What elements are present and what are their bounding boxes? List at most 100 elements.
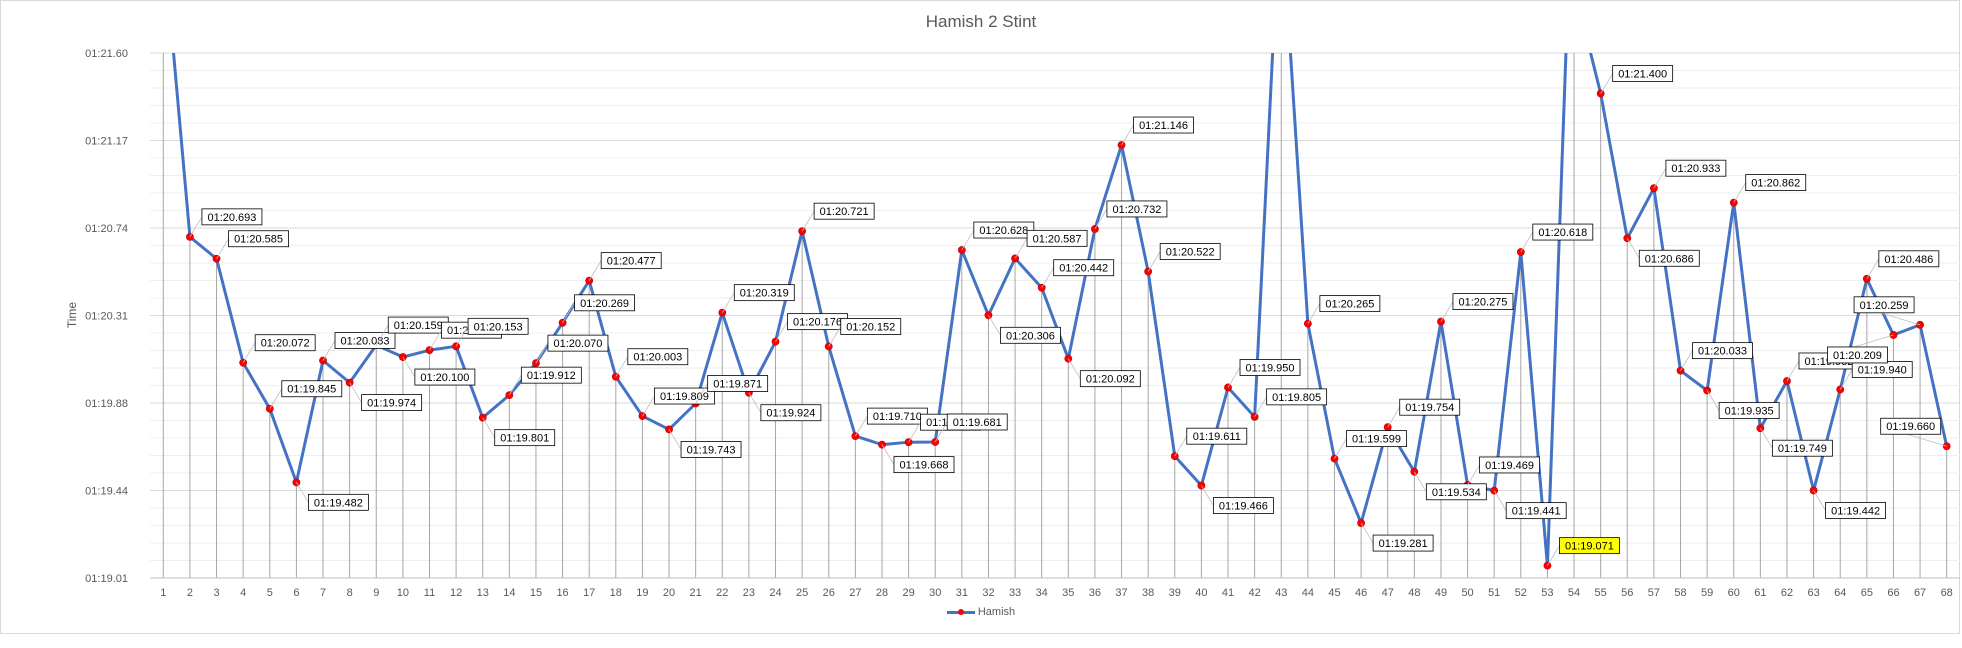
data-label: 01:20.072	[261, 338, 310, 350]
data-label-leader	[322, 340, 336, 361]
x-tick-label: 58	[1674, 587, 1686, 599]
y-tick-label: 01:20.31	[85, 311, 128, 323]
data-label-leader	[1360, 522, 1374, 544]
data-label-box	[760, 404, 822, 422]
data-label-leader	[1227, 367, 1241, 388]
data-label: 01:19.469	[1485, 460, 1534, 472]
x-tick-label: 37	[1115, 587, 1127, 599]
data-label-box	[1452, 293, 1514, 310]
data-label: 01:19.281	[1379, 538, 1428, 550]
data-label-leader	[801, 210, 815, 232]
data-label-box	[733, 284, 795, 302]
y-tick-label: 01:19.44	[85, 486, 128, 498]
x-tick-label: 15	[530, 587, 542, 599]
data-label-leader	[961, 229, 975, 251]
x-tick-label: 54	[1568, 587, 1580, 599]
x-tick-label: 7	[320, 587, 326, 599]
x-tick-label: 25	[796, 587, 808, 599]
data-label-leader	[881, 444, 895, 465]
x-tick-label: 5	[267, 587, 273, 599]
data-label-box	[1532, 223, 1594, 241]
data-label-leader	[562, 302, 575, 324]
data-label-leader	[1334, 438, 1347, 459]
data-label-leader	[1600, 73, 1614, 94]
data-label-box	[1880, 417, 1942, 435]
data-label: 01:19.940	[1858, 364, 1907, 376]
data-label: 01:19.805	[1272, 392, 1321, 404]
data-label: 01:21.400	[1618, 69, 1667, 81]
x-tick-label: 1	[160, 587, 166, 599]
data-label-leader	[1440, 301, 1454, 322]
data-label: 01:20.721	[820, 206, 869, 218]
data-label-box	[654, 387, 715, 405]
x-tick-label: 45	[1328, 587, 1340, 599]
data-label-leader	[642, 395, 655, 417]
x-tick-label: 49	[1435, 587, 1447, 599]
data-label-box	[1665, 159, 1727, 177]
data-label-leader	[1147, 251, 1161, 272]
y-tick-label: 01:19.88	[85, 398, 128, 410]
data-label-leader	[429, 329, 442, 351]
data-label-leader	[934, 421, 948, 443]
data-label-leader	[748, 392, 762, 413]
data-label: 01:19.935	[1725, 406, 1774, 418]
data-label-leader	[775, 321, 788, 342]
data-label-leader	[721, 292, 735, 313]
x-tick-label: 26	[823, 587, 835, 599]
data-label: 01:19.743	[687, 444, 736, 456]
data-label-box	[1878, 250, 1940, 268]
data-label-box	[361, 394, 423, 411]
data-label-box	[1026, 229, 1088, 247]
data-label-box	[1718, 402, 1780, 419]
data-label: 01:19.442	[1831, 505, 1880, 517]
data-label-box	[334, 332, 396, 349]
x-tick-label: 44	[1302, 587, 1314, 599]
data-label: 01:20.587	[1033, 233, 1082, 245]
data-label-leader	[242, 342, 256, 363]
data-label-box	[1266, 388, 1328, 406]
data-label: 01:20.486	[1884, 254, 1933, 266]
data-label-leader	[1706, 390, 1720, 411]
x-tick-label: 62	[1781, 587, 1793, 599]
data-label-box	[1133, 116, 1194, 134]
data-label: 01:19.668	[900, 460, 949, 472]
data-label-leader	[1839, 369, 1853, 390]
data-label-leader	[1786, 360, 1800, 382]
data-label: 01:20.275	[1458, 297, 1507, 309]
data-label-box	[520, 366, 582, 384]
data-label-box	[1745, 174, 1807, 191]
data-label-leader	[1653, 167, 1667, 189]
data-label: 01:19.599	[1352, 434, 1401, 446]
data-label-leader	[375, 324, 389, 346]
x-tick-label: 31	[956, 587, 968, 599]
x-tick-label: 13	[477, 587, 489, 599]
data-label: 01:20.477	[607, 256, 656, 268]
x-tick-label: 42	[1249, 587, 1261, 599]
data-label-box	[307, 493, 369, 511]
x-tick-label: 11	[424, 587, 435, 599]
data-point	[186, 232, 194, 241]
data-label-leader	[1067, 358, 1081, 379]
data-label: 01:20.159	[394, 320, 443, 332]
data-label-leader	[1493, 490, 1507, 511]
data-label-box	[1559, 537, 1620, 555]
data-label-leader	[189, 216, 203, 238]
data-label: 01:20.319	[740, 288, 789, 300]
data-label-box	[547, 334, 609, 352]
x-tick-label: 57	[1648, 587, 1660, 599]
data-label-box	[1319, 295, 1381, 313]
data-point	[239, 358, 248, 367]
x-tick-label: 35	[1062, 587, 1074, 599]
x-tick-label: 68	[1941, 587, 1953, 599]
data-label: 01:20.070	[553, 338, 602, 350]
data-label-box	[254, 334, 316, 352]
data-label: 01:20.732	[1112, 204, 1161, 216]
x-tick-label: 24	[769, 587, 781, 599]
data-label-leader	[482, 417, 496, 438]
x-tick-label: 23	[743, 587, 755, 599]
data-label: 01:19.950	[1246, 362, 1295, 374]
data-label: 01:20.153	[474, 321, 523, 333]
data-label-box	[1479, 456, 1540, 474]
x-tick-label: 22	[716, 587, 728, 599]
